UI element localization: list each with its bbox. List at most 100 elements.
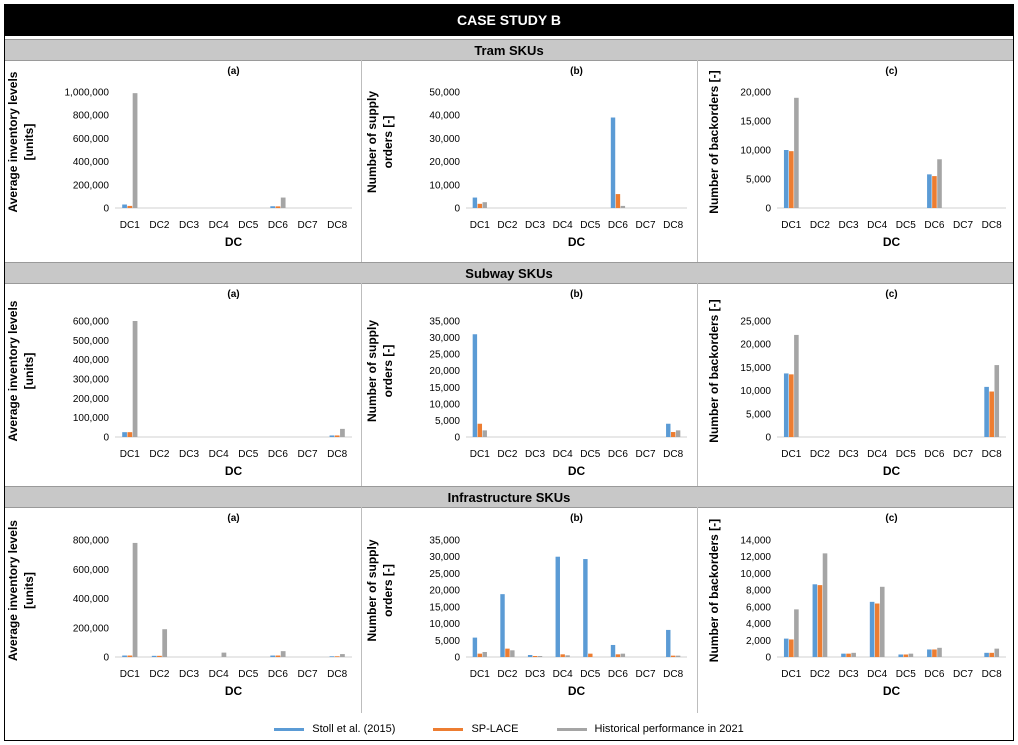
x-tick-label: DC8 — [982, 669, 1002, 680]
x-tick-label: DC3 — [179, 220, 199, 231]
bar — [157, 655, 162, 657]
y-axis-label: Number of backorders [-] — [707, 519, 721, 662]
bar — [932, 176, 937, 208]
y-tick-label: 0 — [103, 653, 109, 664]
legend-label: Stoll et al. (2015) — [312, 723, 396, 735]
panel-title: (b) — [570, 289, 583, 300]
chart-panel: (a) 0 100,000 200,000 300,000 400,000 500,000 6… — [6, 289, 352, 478]
bar — [783, 638, 789, 657]
y-tick-label: 400,000 — [73, 355, 110, 366]
x-tick-label: DC4 — [867, 220, 887, 231]
y-tick-label: 10,000 — [429, 180, 460, 191]
x-tick-label: DC2 — [810, 669, 830, 680]
bar — [984, 652, 989, 657]
legend-swatch — [274, 727, 305, 731]
x-axis-label: DC — [225, 235, 243, 249]
bar — [122, 655, 127, 657]
bar — [789, 151, 794, 208]
x-tick-label: DC2 — [497, 220, 517, 231]
bar — [275, 655, 281, 657]
x-tick-label: DC6 — [924, 220, 944, 231]
bar — [620, 205, 626, 208]
y-axis-label: Number of supply orders [-] — [365, 91, 395, 193]
y-tick-label: 0 — [765, 653, 771, 664]
y-axis-label: Number of supply orders [-] — [365, 320, 395, 422]
bar — [783, 150, 789, 208]
x-tick-label: DC2 — [149, 449, 169, 460]
x-tick-label: DC4 — [867, 449, 887, 460]
y-tick-label: 12,000 — [740, 552, 771, 563]
y-tick-label: 30,000 — [429, 134, 460, 145]
y-tick-label: 50,000 — [429, 88, 460, 99]
x-tick-label: DC7 — [953, 220, 973, 231]
panel-title: (a) — [227, 66, 239, 77]
bar — [334, 435, 340, 437]
bar — [472, 637, 478, 657]
chart-panel: (b) 0 5,000 10,000 15,000 20,000 25,000 30,000 3… — [365, 513, 687, 698]
bar — [510, 650, 515, 657]
y-tick-label: 200,000 — [73, 394, 110, 405]
x-tick-label: DC8 — [327, 449, 347, 460]
x-axis-label: DC — [568, 684, 586, 698]
y-tick-label: 10,000 — [740, 569, 771, 580]
bar — [482, 202, 487, 208]
x-tick-label: DC5 — [238, 669, 258, 680]
bar — [132, 93, 138, 208]
y-tick-label: 15,000 — [740, 363, 771, 374]
x-tick-label: DC3 — [179, 669, 199, 680]
bar — [162, 629, 168, 657]
bar — [666, 423, 671, 437]
bar — [989, 652, 994, 657]
bar — [908, 653, 914, 657]
bar — [532, 655, 538, 657]
legend-item-stoll: Stoll et al. (2015) — [274, 723, 395, 735]
x-axis-label: DC — [225, 464, 243, 478]
bar — [482, 430, 487, 437]
y-tick-label: 800,000 — [73, 536, 110, 547]
x-tick-label: DC8 — [982, 220, 1002, 231]
x-tick-label: DC6 — [924, 449, 944, 460]
bar — [615, 194, 621, 208]
y-tick-label: 40,000 — [429, 111, 460, 122]
bar — [132, 542, 138, 657]
x-tick-label: DC4 — [209, 220, 229, 231]
x-tick-label: DC4 — [553, 220, 573, 231]
x-tick-label: DC4 — [867, 669, 887, 680]
x-tick-label: DC1 — [470, 220, 490, 231]
y-tick-label: 10,000 — [429, 619, 460, 630]
bar — [994, 648, 1000, 657]
x-tick-label: DC4 — [553, 449, 573, 460]
panel-divider — [697, 507, 698, 713]
x-tick-label: DC3 — [525, 449, 545, 460]
x-axis-label: DC — [568, 464, 586, 478]
bar — [275, 206, 281, 208]
y-tick-label: 35,000 — [429, 317, 460, 328]
y-tick-label: 100,000 — [73, 413, 110, 424]
panel-divider — [361, 283, 362, 486]
bar — [505, 648, 510, 657]
bar — [903, 654, 909, 657]
bar — [817, 585, 823, 657]
x-tick-label: DC5 — [896, 669, 916, 680]
y-tick-label: 400,000 — [73, 157, 110, 168]
x-tick-label: DC8 — [663, 669, 683, 680]
bar — [822, 553, 828, 657]
bar — [994, 365, 1000, 437]
legend-label: Historical performance in 2021 — [594, 723, 744, 735]
y-tick-label: 25,000 — [429, 569, 460, 580]
y-tick-label: 0 — [103, 433, 109, 444]
bar — [555, 556, 560, 657]
x-tick-label: DC4 — [553, 669, 573, 680]
bar — [794, 97, 799, 208]
x-tick-label: DC7 — [636, 220, 656, 231]
bar — [537, 655, 543, 657]
bar — [984, 386, 989, 437]
bar — [937, 647, 942, 657]
panel-divider — [697, 60, 698, 262]
bar — [789, 374, 794, 437]
y-tick-label: 0 — [454, 433, 460, 444]
x-tick-label: DC5 — [896, 220, 916, 231]
section-title-subway: Subway SKUs — [5, 262, 1013, 284]
bar — [879, 586, 885, 657]
bar — [565, 655, 570, 657]
